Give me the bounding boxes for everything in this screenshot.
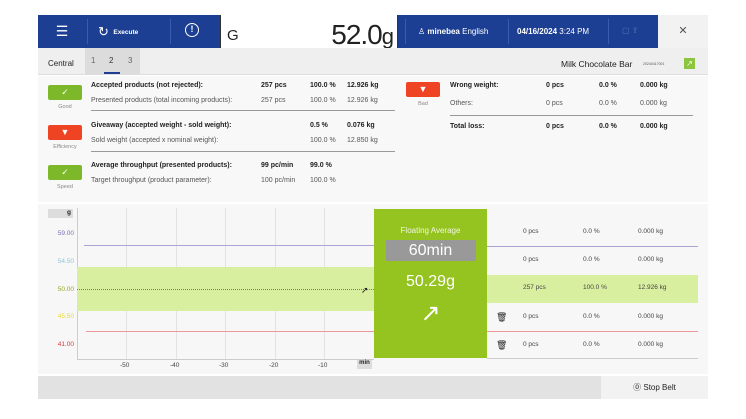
alert-button[interactable]: !: [185, 23, 199, 37]
open-product-button[interactable]: ↗: [684, 58, 695, 69]
tab-row: [38, 48, 708, 75]
thumbs-down-icon: ▼: [418, 84, 428, 94]
tab-2[interactable]: 2: [109, 56, 114, 65]
tab-3[interactable]: 3: [128, 56, 133, 65]
menu-button[interactable]: ☰: [38, 15, 86, 48]
x-unit: min: [357, 360, 372, 369]
thumbs-down-icon: ▼: [60, 127, 70, 137]
stop-icon: ⓪: [633, 383, 642, 392]
footer-bar: [38, 376, 708, 399]
close-icon: ✕: [678, 25, 688, 37]
stop-belt-button[interactable]: ⓪ Stop Belt: [601, 376, 708, 399]
scale-mode: G: [227, 27, 239, 44]
trend-marker-icon: ➚: [361, 285, 369, 295]
close-button[interactable]: ✕: [658, 15, 708, 48]
check-icon: ✓: [61, 167, 69, 177]
trend-arrow-icon: ↗: [420, 300, 441, 327]
product-name: Milk Chocolate Bar: [561, 59, 633, 69]
refresh-icon: ↻: [98, 24, 109, 39]
lower-limit-line: [86, 331, 374, 332]
arrow-up-right-icon: ↗: [686, 59, 693, 68]
good-badge: ✓: [48, 85, 82, 100]
tab-1[interactable]: 1: [91, 56, 96, 65]
speed-badge: ✓: [48, 165, 82, 180]
floating-average-panel[interactable]: Floating Average 60min 50.29g ↗: [374, 209, 487, 358]
datetime: 04/16/2024 3:24 PM: [517, 27, 590, 36]
tab-central[interactable]: Central: [48, 59, 74, 68]
execute-button[interactable]: ↻ Execute: [98, 24, 139, 39]
scale-value: 52.0g: [331, 19, 394, 50]
y-unit: g: [48, 209, 73, 218]
bad-badge: ▼: [406, 82, 440, 97]
efficiency-badge: ▼: [48, 125, 82, 140]
batch-number: 20240417001: [643, 62, 665, 66]
export-icon[interactable]: ▢ ⇪: [622, 26, 639, 35]
check-icon: ✓: [61, 87, 69, 97]
menu-icon: ☰: [55, 23, 69, 39]
trash-icon[interactable]: 🗑: [496, 312, 508, 322]
exclamation-icon: !: [190, 24, 194, 34]
user-icon: ♙: [418, 27, 426, 36]
user-button[interactable]: ♙ minebea English: [418, 27, 489, 36]
upper-limit-line: [84, 245, 374, 246]
trash-icon[interactable]: 🗑: [496, 340, 508, 350]
